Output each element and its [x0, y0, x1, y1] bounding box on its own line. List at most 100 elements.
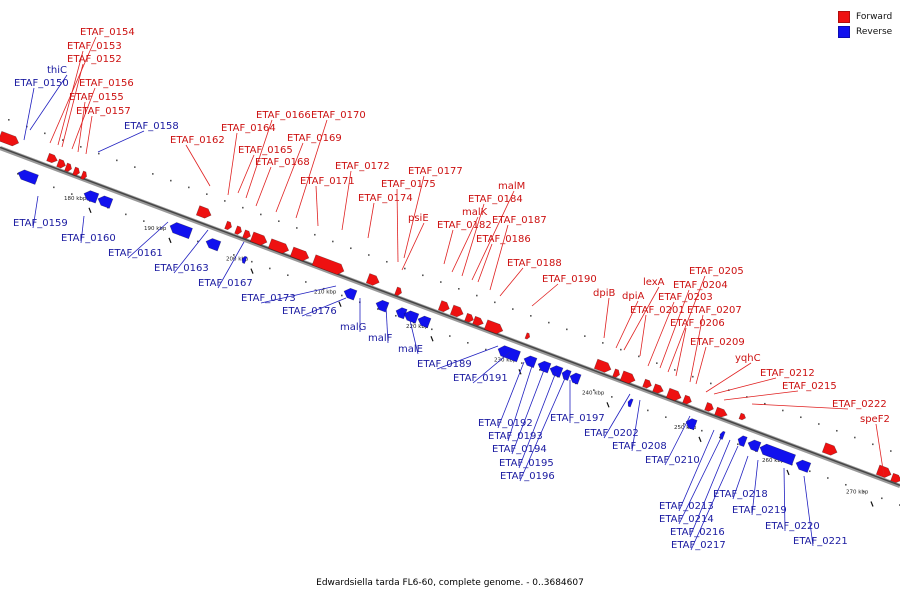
reverse-gene-7-shape	[375, 299, 390, 313]
forward-gene-15	[394, 286, 402, 296]
track-dot	[683, 423, 685, 425]
track-dot	[764, 402, 766, 405]
legend-reverse: Reverse	[838, 24, 892, 39]
track-dot	[314, 233, 316, 236]
scale-tick	[698, 436, 702, 443]
track-dot	[278, 220, 280, 223]
forward-leader-7	[227, 132, 238, 196]
track-dot	[125, 213, 127, 216]
track-dot	[260, 213, 262, 216]
track-dot	[611, 396, 613, 398]
forward-leader-10	[255, 166, 272, 207]
forward-gene-label: ETAF_0186	[476, 234, 531, 245]
track-dot	[656, 362, 658, 364]
forward-leader-15	[367, 202, 375, 239]
forward-gene-17	[449, 304, 464, 318]
reverse-gene-label: ETAF_0163	[154, 263, 209, 274]
forward-gene-label: ETAF_0171	[300, 176, 355, 187]
forward-gene-0	[0, 130, 20, 147]
forward-gene-label: ETAF_0164	[221, 123, 276, 134]
forward-gene-label: ETAF_0175	[381, 179, 436, 190]
forward-gene-21	[524, 332, 531, 340]
scale-tick	[430, 336, 434, 342]
forward-gene-label: lexA	[643, 277, 665, 288]
forward-gene-label: ETAF_0165	[238, 145, 293, 156]
scale-tick-label: 190 kbp	[144, 226, 167, 232]
reverse-gene-12	[523, 355, 538, 369]
reverse-gene-0-shape	[17, 169, 39, 185]
forward-gene-21-shape	[524, 332, 531, 340]
forward-gene-31-shape	[738, 412, 746, 421]
reverse-leader-30	[783, 467, 786, 532]
forward-gene-6-shape	[195, 205, 212, 219]
track-dot	[710, 382, 712, 385]
track-dot	[233, 254, 235, 256]
scale-tick	[870, 501, 874, 507]
reverse-gene-label: thiC	[47, 65, 67, 76]
forward-gene-3-shape	[64, 162, 72, 173]
legend-reverse-label: Reverse	[856, 26, 893, 37]
track-dot	[512, 308, 514, 310]
forward-gene-label: ETAF_0170	[311, 110, 366, 121]
reverse-gene-label: ETAF_0160	[61, 233, 116, 244]
track-dot	[404, 267, 406, 270]
forward-gene-label: ETAF_0209	[690, 337, 745, 348]
forward-gene-6	[195, 205, 212, 219]
reverse-gene-1	[83, 190, 100, 204]
reverse-gene-label: ETAF_0195	[499, 458, 554, 469]
track-dot	[494, 301, 496, 304]
forward-leader-16	[396, 188, 399, 263]
forward-gene-12	[289, 246, 310, 262]
forward-gene-3	[64, 162, 72, 173]
reverse-gene-label: ETAF_0213	[659, 501, 714, 512]
reverse-gene-3-shape	[169, 222, 193, 240]
forward-gene-8-shape	[234, 225, 242, 235]
reverse-gene-5	[241, 255, 248, 264]
forward-gene-23-shape	[612, 368, 620, 378]
forward-gene-26-shape	[652, 383, 664, 394]
genome-caption: Edwardsiella tarda FL6-60, complete geno…	[316, 578, 584, 588]
track-dot	[206, 193, 208, 195]
forward-leader-3	[71, 87, 96, 150]
forward-gene-29	[704, 402, 714, 412]
forward-gene-label: malK	[462, 207, 488, 218]
reverse-gene-3	[169, 222, 193, 240]
reverse-leader-29	[751, 459, 759, 516]
reverse-leader-25	[678, 435, 723, 525]
forward-leader-39	[723, 390, 799, 401]
reverse-gene-label: ETAF_0216	[670, 527, 725, 538]
reverse-gene-21-shape	[747, 439, 762, 453]
forward-leader-14	[341, 170, 352, 231]
forward-gene-23	[612, 368, 620, 378]
forward-gene-22	[593, 358, 612, 373]
reverse-gene-6	[343, 287, 358, 301]
reverse-gene-0	[17, 169, 39, 185]
forward-gene-13-shape	[311, 254, 345, 275]
track-dot	[458, 288, 460, 290]
track-dot	[296, 227, 298, 229]
reverse-gene-label: malF	[368, 333, 393, 344]
reverse-leader-14	[472, 351, 511, 384]
reverse-gene-15-shape	[561, 369, 572, 381]
reverse-leader-26	[689, 439, 731, 538]
reverse-leader-13	[436, 345, 499, 370]
forward-leader-8	[237, 154, 255, 194]
forward-leader-2	[61, 63, 84, 148]
forward-gene-label: ETAF_0201	[630, 305, 685, 316]
forward-gene-label: ETAF_0205	[689, 266, 744, 277]
reverse-leader-9	[301, 297, 347, 317]
forward-gene-label: ETAF_0203	[658, 292, 713, 303]
forward-gene-8	[234, 225, 242, 235]
reverse-gene-17	[627, 398, 634, 408]
reverse-gene-label: ETAF_0196	[500, 471, 555, 482]
forward-gene-label: ETAF_0188	[507, 258, 562, 269]
legend-forward-label: Forward	[856, 11, 893, 22]
track-dot	[44, 132, 46, 135]
forward-leader-37	[705, 362, 752, 393]
track-dot	[692, 375, 694, 378]
forward-gene-label: ETAF_0169	[287, 133, 342, 144]
forward-gene-label: ETAF_0215	[782, 381, 837, 392]
forward-gene-label: ETAF_0177	[408, 166, 463, 177]
forward-gene-29-shape	[704, 402, 714, 412]
forward-gene-19-shape	[472, 315, 484, 327]
